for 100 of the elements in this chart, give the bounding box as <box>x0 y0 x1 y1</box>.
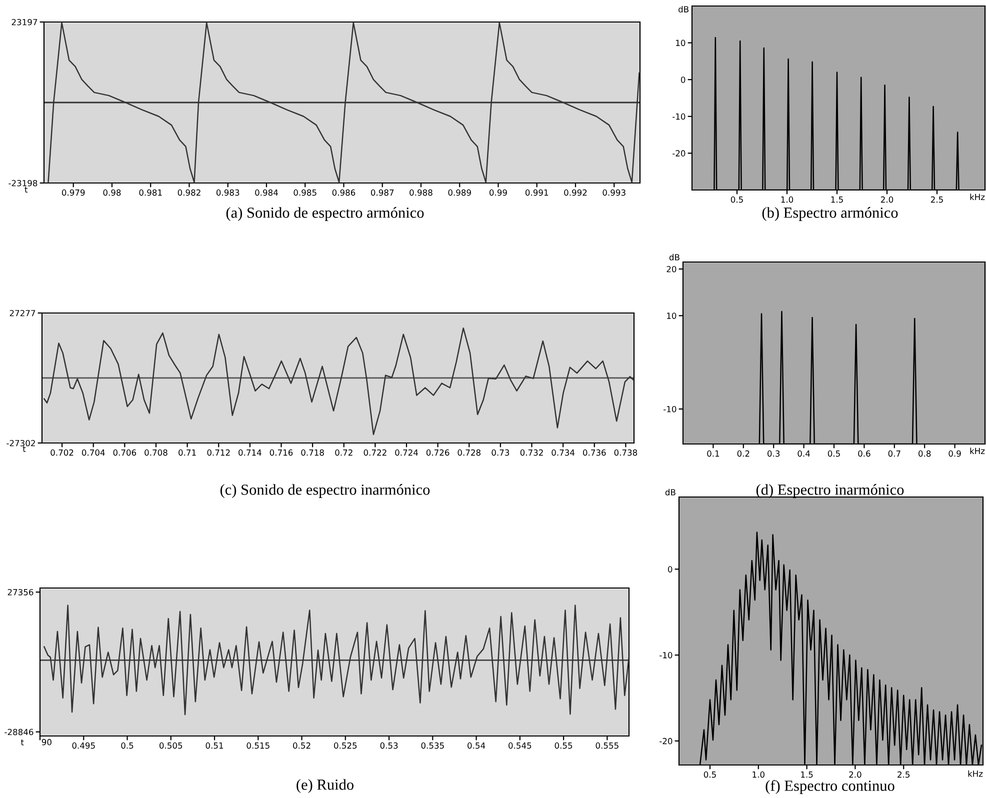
y-tick-label: -10 <box>664 406 676 412</box>
x-tick-label: 1.0 <box>752 771 764 778</box>
x-tick-label: 0.505 <box>160 742 182 749</box>
x-tick-label: 0.1 <box>707 450 720 457</box>
x-tick-label: 0.728 <box>458 449 480 456</box>
x-tick-label: 0.718 <box>301 449 324 456</box>
text: (a) Sonido de espectro armónico <box>226 207 424 221</box>
text: (b) Espectro armónico <box>762 207 898 221</box>
x-tick-label: 0.5 <box>704 771 716 778</box>
y-axis-title: dB <box>669 254 680 260</box>
x-tick-label: 0.9 <box>948 450 961 457</box>
x-tick-label: 0.716 <box>270 449 293 456</box>
x-tick-label: 0.5 <box>828 450 840 457</box>
x-tick-label: 0.722 <box>364 449 386 456</box>
text: (c) Sonido de espectro inarmónico <box>220 484 430 498</box>
text: 90 <box>42 738 52 746</box>
x-tick-label: 1.0 <box>781 196 794 203</box>
x-tick-label: 0.983 <box>216 189 240 196</box>
y-tick-label: 27356 <box>8 589 34 596</box>
x-tick-label: 0.984 <box>255 189 278 196</box>
x-tick-label: 0.985 <box>294 189 316 196</box>
x-tick-label: 0.732 <box>520 449 543 456</box>
x-tick-label: 0.706 <box>113 449 136 456</box>
x-tick-label: 0.738 <box>614 449 638 456</box>
x-axis-title: kHz <box>968 770 983 777</box>
x-tick-label: 0.726 <box>426 449 450 456</box>
x-tick-label: 0.98 <box>103 189 121 196</box>
x-tick-label: 0.982 <box>178 189 200 196</box>
x-tick-label: 0.535 <box>421 742 444 749</box>
x-tick-label: 1.5 <box>801 772 813 778</box>
text: (d) Espectro inarmónico <box>756 484 904 498</box>
x-tick-label: 0.981 <box>139 189 162 196</box>
y-tick-label: 27277 <box>10 310 36 316</box>
y-tick-label: 0 <box>668 566 672 572</box>
x-tick-label: 0.72 <box>335 449 352 456</box>
x-axis-title: t <box>24 186 28 193</box>
x-tick-label: 0.992 <box>564 189 587 196</box>
y-tick-label: -28846 <box>4 728 34 736</box>
x-tick-label: 0.734 <box>552 449 575 456</box>
line-series <box>44 328 634 436</box>
x-tick-label: 0.988 <box>410 189 432 196</box>
y-tick-label: 20 <box>666 266 676 272</box>
x-tick-label: 1.5 <box>831 196 843 203</box>
x-tick-label: 0.525 <box>334 742 357 749</box>
x-tick-label: 0.515 <box>246 742 270 749</box>
x-tick-label: 0.989 <box>448 189 471 196</box>
x-tick-label: 2.5 <box>898 771 910 778</box>
x-tick-label: 0.54 <box>468 742 486 749</box>
x-tick-label: 0.979 <box>62 189 85 196</box>
x-tick-label: 0.4 <box>798 450 810 457</box>
x-tick-label: 0.555 <box>596 742 618 749</box>
x-tick-label: 0.7 <box>888 450 900 457</box>
x-tick-label: 0.6 <box>858 450 870 457</box>
text: (f) Espectro continuo <box>766 780 894 794</box>
y-tick-label: -10 <box>660 652 672 658</box>
x-tick-label: 2.0 <box>880 196 894 203</box>
text: (e) Ruido <box>296 779 354 793</box>
x-tick-label: 0.991 <box>525 189 548 196</box>
x-tick-label: 0.51 <box>206 742 224 749</box>
x-tick-label: 0.52 <box>293 742 310 749</box>
x-tick-label: 0.8 <box>918 450 931 457</box>
y-tick-label: -20 <box>672 150 686 156</box>
x-tick-label: 2.0 <box>849 771 862 778</box>
x-tick-label: 0.3 <box>768 450 780 457</box>
x-tick-label: 0.53 <box>380 742 398 749</box>
y-tick-label: -23198 <box>8 180 38 186</box>
y-tick-label: 0 <box>680 76 686 83</box>
x-tick-label: 0.5 <box>121 742 134 749</box>
x-tick-label: 0.99 <box>490 189 507 196</box>
y-tick-label: 23197 <box>12 18 38 26</box>
x-tick-label: 0.55 <box>554 742 572 749</box>
x-tick-label: 0.724 <box>395 449 418 456</box>
line-series <box>44 604 629 716</box>
y-tick-label: 10 <box>667 312 676 319</box>
x-tick-label: 0.73 <box>492 449 510 456</box>
x-tick-label: 0.2 <box>737 450 750 457</box>
x-tick-label: 0.712 <box>207 449 230 456</box>
y-tick-label: -27302 <box>6 440 35 446</box>
x-tick-label: 0.993 <box>602 189 626 196</box>
x-tick-label: 0.545 <box>508 742 532 749</box>
x-tick-label: 2.5 <box>930 196 943 203</box>
x-axis-title: kHz <box>970 448 985 454</box>
x-tick-label: 0.495 <box>72 742 95 749</box>
y-tick-label: 10 <box>676 40 686 46</box>
x-tick-label: 0.714 <box>238 449 262 456</box>
y-tick-label: -20 <box>660 738 672 744</box>
x-axis-title: t <box>22 446 26 452</box>
x-tick-label: 0.5 <box>730 196 743 203</box>
x-tick-label: 0.71 <box>178 449 196 456</box>
y-axis-title: dB <box>665 488 676 496</box>
x-tick-label: 0.708 <box>144 449 168 456</box>
x-tick-label: 0.987 <box>370 189 394 196</box>
y-axis-title: dB <box>678 6 688 12</box>
x-tick-label: 0.736 <box>583 449 606 456</box>
x-tick-label: 0.702 <box>50 449 74 456</box>
x-tick-label: 0.704 <box>82 449 105 456</box>
x-axis-title: t <box>20 739 24 746</box>
y-tick-label: -10 <box>672 113 686 120</box>
x-tick-label: 0.986 <box>332 189 356 196</box>
x-axis-title: kHz <box>970 194 985 200</box>
